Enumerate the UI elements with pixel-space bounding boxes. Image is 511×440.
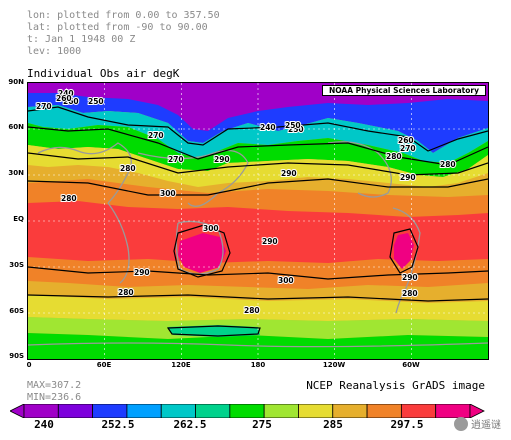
lat-tick: 30N [8,169,24,177]
contour-label: 270 [148,131,164,140]
samerica-hotspot [394,233,414,269]
temperature-map: 240 260 270 250 260 270 270 250 240 250 260 270 280 2… [27,82,489,360]
contour-label: 290 [214,155,230,164]
contour-label: 300 [160,189,176,198]
lat-tick: EQ [13,215,24,223]
coast-north-america [327,141,392,198]
colorbar-swatch [160,404,196,418]
lon-tick: 60W [402,361,420,369]
contour-label: 280 [244,306,260,315]
colorbar-label: 252.5 [101,418,135,431]
lon-tick: 180 [250,361,266,369]
contour-label: 280 [120,164,136,173]
colorbar-swatch [92,404,128,418]
contour-label: 260 [56,94,72,103]
contour-label: 290 [281,169,297,178]
watermark: 逍遥谜 [454,416,501,431]
header-time: t: Jan 1 1948 00 Z [27,34,136,45]
contour-label: 270 [400,144,416,153]
coast-africa-eurasia [37,142,132,204]
min-value: MIN=236.6 [27,392,82,403]
lat-tick: 30S [9,261,24,269]
lat-tick: 90S [9,352,24,360]
wechat-icon [454,416,468,431]
contour-label: 260 [63,97,79,106]
image-credit: NCEP Reanalysis GrADS image [306,379,485,392]
contour-label: 280 [440,160,456,169]
contour-label: 260 [398,136,414,145]
contour-290-north [28,178,488,196]
colorbar-swatch [263,404,299,418]
colorbar [10,404,485,418]
contour-label: 300 [203,224,219,233]
contour-label: 240 [58,89,74,98]
contour-label: 280 [61,194,77,203]
colorbar-swatch [332,404,368,418]
contour-280 [28,152,488,176]
lon-tick: 120W [322,361,346,369]
lon-tick: 60E [96,361,112,369]
lat-tick: 60N [8,123,24,131]
header-lon: lon: plotted from 0.00 to 357.50 [27,10,220,21]
contours [28,106,488,337]
map-title: Individual Obs air degK [27,67,180,80]
colorbar-swatch [126,404,162,418]
contour-label: 270 [36,102,52,111]
contour-300-samerica [389,228,419,274]
lat-tick: 60S [9,307,24,315]
colorbar-swatch [57,404,94,418]
contour-label: 290 [134,268,150,277]
contour-label: 280 [402,289,418,298]
contour-label: 250 [288,125,304,134]
colorbar-swatch [298,404,334,418]
colorbar-label: 297.5 [390,418,424,431]
contour-280-south [28,294,488,302]
contour-270 [28,126,488,166]
colorbar-label: 275 [252,418,272,431]
header-lat: lat: plotted from -90 to 90.00 [27,22,208,33]
lab-credit: NOAA Physical Sciences Laboratory [321,85,486,96]
antarctic-cold-patch [168,325,260,337]
contour-label: 240 [260,123,276,132]
contour-label: 280 [118,288,134,297]
band-north-yellow [28,145,488,187]
contour-300-australia [173,224,231,278]
contour-260 [28,106,488,152]
watermark-text: 逍遥谜 [471,420,501,431]
colorbar-swatch [366,404,402,418]
colorbar-swatch [195,404,231,418]
max-value: MAX=307.2 [27,380,82,391]
lat-tick: 90N [8,78,24,86]
colorbar-label: 285 [323,418,343,431]
contour-label: 280 [386,152,402,161]
colorbar-swatch [229,404,265,418]
contour-label: 290 [262,237,278,246]
contour-antarctic [166,325,261,337]
contour-label: 250 [88,97,104,106]
australia-hotspot [178,233,226,273]
coast-asia [137,149,249,207]
contour-label: 250 [285,121,301,130]
coast-australia [175,220,224,275]
colorbar-label: 240 [34,418,54,431]
coast-antarctica [28,342,488,348]
contour-label: 290 [402,273,418,282]
header-lev: lev: 1000 [27,46,82,57]
coastlines [28,141,488,348]
colorbar-label: 262.5 [173,418,207,431]
contour-label: 300 [278,276,294,285]
colorbar-max-arrow [469,404,485,418]
colorbar-min-arrow [10,404,25,418]
colorbar-swatch [23,404,59,418]
band-tropics-hot [28,201,488,263]
contour-label: 270 [168,155,184,164]
coast-africa [107,202,130,284]
colorbar-swatch [400,404,437,418]
contour-label: 290 [400,173,416,182]
contour-290-south [28,266,488,280]
lon-tick: 0 [26,361,32,369]
lon-tick: 120E [171,361,191,369]
